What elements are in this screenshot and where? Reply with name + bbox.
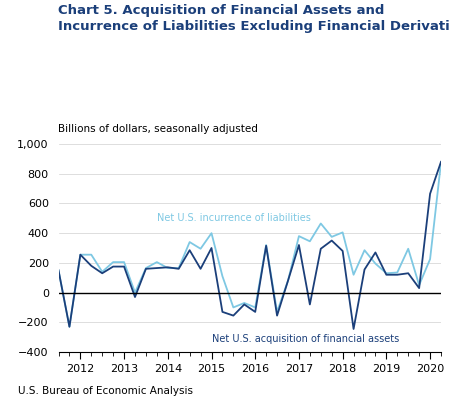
Text: Net U.S. incurrence of liabilities: Net U.S. incurrence of liabilities [157, 213, 311, 223]
Text: Chart 5. Acquisition of Financial Assets and
Incurrence of Liabilities Excluding: Chart 5. Acquisition of Financial Assets… [58, 4, 450, 33]
Text: Billions of dollars, seasonally adjusted: Billions of dollars, seasonally adjusted [58, 124, 258, 134]
Text: U.S. Bureau of Economic Analysis: U.S. Bureau of Economic Analysis [18, 386, 193, 396]
Text: Net U.S. acquisition of financial assets: Net U.S. acquisition of financial assets [212, 334, 399, 344]
